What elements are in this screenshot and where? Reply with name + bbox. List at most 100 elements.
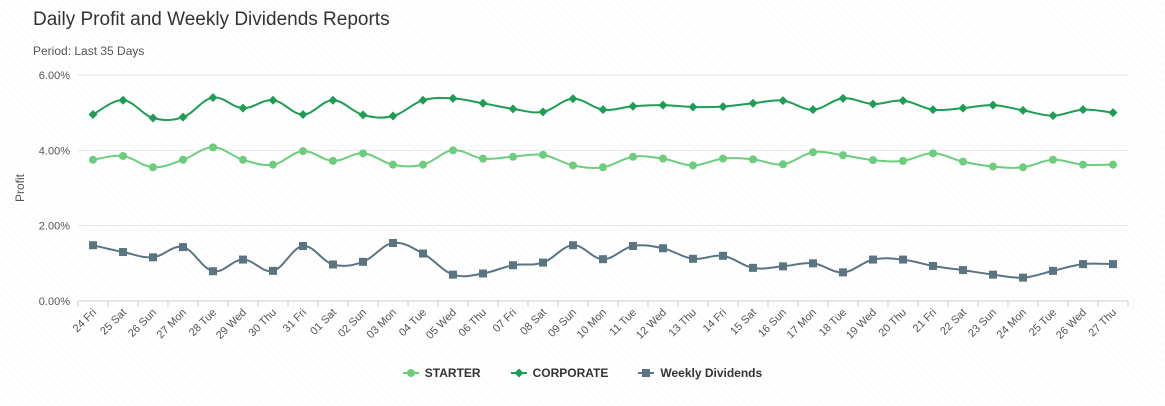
- corporate-data-point: [808, 105, 818, 115]
- chart-legend: STARTER CORPORATE Weekly Dividends: [0, 366, 1165, 380]
- y-axis-title: Profit: [13, 173, 27, 202]
- corporate-data-point: [1108, 108, 1118, 118]
- starter-data-point: [419, 160, 427, 169]
- chart-title: Daily Profit and Weekly Dividends Report…: [33, 9, 390, 30]
- weekly-dividends-data-point: [809, 259, 817, 268]
- legend-symbol-diamond-icon: [510, 368, 527, 378]
- x-tick-label: 06 Thu: [457, 307, 490, 340]
- legend-symbol-square-icon: [638, 369, 655, 377]
- legend-label: CORPORATE: [532, 366, 609, 380]
- corporate-data-point: [88, 110, 98, 120]
- weekly-dividends-data-point: [629, 242, 637, 251]
- starter-data-point: [989, 162, 997, 171]
- starter-data-point: [1049, 155, 1057, 164]
- corporate-data-point: [658, 100, 668, 110]
- weekly-dividends-data-point: [839, 268, 847, 277]
- weekly-dividends-data-point: [239, 255, 247, 264]
- x-tick-label: 23 Sun: [966, 307, 999, 340]
- starter-data-point: [449, 146, 457, 155]
- weekly-dividends-data-point: [179, 243, 187, 252]
- starter-data-point: [269, 160, 277, 169]
- corporate-data-point: [238, 103, 248, 113]
- starter-data-point: [1109, 160, 1117, 169]
- weekly-dividends-data-point: [1109, 260, 1117, 269]
- corporate-data-point: [418, 95, 428, 105]
- corporate-data-point: [538, 107, 548, 117]
- weekly-dividends-data-point: [749, 263, 757, 272]
- x-tick-label: 20 Thu: [877, 307, 910, 340]
- legend-item-corporate[interactable]: CORPORATE: [510, 366, 609, 380]
- weekly-dividends-data-point: [389, 238, 397, 247]
- x-tick-label: 17 Mon: [785, 307, 819, 341]
- x-tick-label: 31 Fri: [281, 307, 309, 335]
- y-tick-label: 0.00%: [39, 296, 70, 308]
- starter-data-point: [599, 163, 607, 172]
- x-tick-label: 22 Sat: [938, 307, 969, 338]
- corporate-data-point: [1018, 105, 1028, 115]
- weekly-dividends-data-point: [1049, 266, 1057, 275]
- corporate-data-point: [718, 102, 728, 112]
- weekly-dividends-data-point: [209, 267, 217, 276]
- starter-data-point: [299, 147, 307, 156]
- corporate-data-point: [988, 100, 998, 110]
- x-tick-label: 05 Wed: [424, 307, 459, 342]
- corporate-data-point: [448, 93, 458, 103]
- x-tick-label: 13 Thu: [667, 307, 700, 340]
- weekly-dividends-data-point: [539, 258, 547, 267]
- starter-data-point: [209, 143, 217, 152]
- weekly-dividends-data-point: [509, 261, 517, 270]
- corporate-data-point: [178, 112, 188, 122]
- legend-label: STARTER: [424, 366, 481, 380]
- starter-data-point: [539, 150, 547, 159]
- x-tick-label: 24 Fri: [71, 307, 99, 335]
- corporate-data-point: [598, 105, 608, 115]
- weekly-dividends-data-point: [569, 241, 577, 250]
- weekly-dividends-data-point: [989, 270, 997, 279]
- corporate-data-point: [868, 99, 878, 109]
- x-tick-label: 02 Sun: [336, 307, 369, 340]
- starter-data-point: [149, 163, 157, 172]
- y-tick-label: 4.00%: [39, 145, 70, 157]
- starter-data-point: [329, 156, 337, 165]
- corporate-data-point: [928, 105, 938, 115]
- y-tick-label: 2.00%: [39, 221, 70, 233]
- legend-item-starter[interactable]: STARTER: [402, 366, 481, 380]
- starter-data-point: [839, 151, 847, 160]
- x-tick-label: 26 Wed: [1054, 307, 1089, 342]
- weekly-dividends-data-point: [359, 257, 367, 266]
- starter-data-point: [629, 152, 637, 161]
- weekly-dividends-data-point: [689, 254, 697, 263]
- weekly-dividends-data-point: [149, 253, 157, 262]
- corporate-data-point: [838, 93, 848, 103]
- y-tick-label: 6.00%: [39, 70, 70, 82]
- corporate-data-point: [298, 110, 308, 120]
- starter-data-point: [479, 154, 487, 163]
- weekly-dividends-data-point: [659, 244, 667, 253]
- starter-data-point: [689, 161, 697, 170]
- starter-data-point: [779, 160, 787, 169]
- weekly-dividends-data-point: [869, 255, 877, 264]
- starter-data-point: [359, 149, 367, 158]
- x-tick-label: 26 Sun: [126, 307, 159, 340]
- weekly-dividends-data-point: [929, 261, 937, 270]
- legend-item-weekly-dividends[interactable]: Weekly Dividends: [638, 366, 762, 380]
- x-tick-label: 27 Mon: [155, 307, 189, 341]
- corporate-data-point: [568, 94, 578, 104]
- corporate-data-point: [688, 102, 698, 112]
- x-tick-label: 21 Fri: [911, 307, 939, 335]
- starter-data-point: [89, 155, 97, 164]
- starter-data-point: [389, 160, 397, 169]
- weekly-dividends-data-point: [449, 270, 457, 279]
- weekly-dividends-data-point: [1079, 260, 1087, 269]
- starter-data-point: [1019, 163, 1027, 172]
- x-tick-label: 08 Sat: [518, 307, 549, 338]
- x-tick-label: 14 Fri: [701, 307, 729, 335]
- corporate-data-point: [478, 98, 488, 108]
- corporate-data-point: [328, 95, 338, 105]
- weekly-dividends-data-point: [119, 248, 127, 257]
- starter-data-point: [509, 152, 517, 161]
- corporate-data-point: [1078, 105, 1088, 115]
- corporate-data-point: [118, 95, 128, 105]
- x-tick-label: 29 Wed: [214, 307, 249, 342]
- starter-data-point: [119, 151, 127, 160]
